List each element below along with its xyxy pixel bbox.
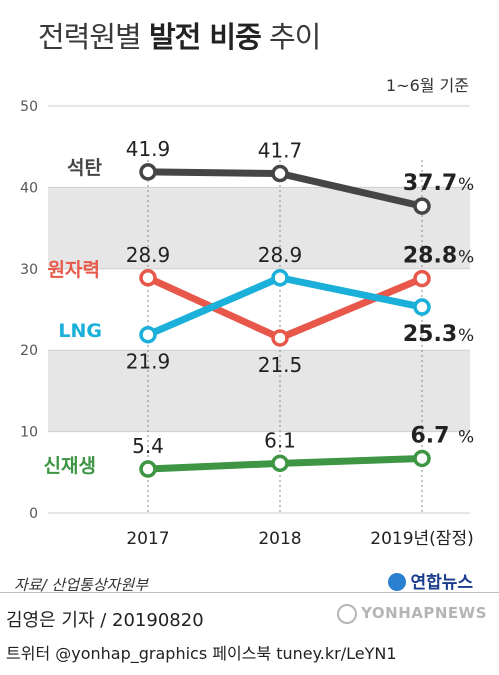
x-tick-label: 2017	[126, 529, 169, 549]
data-point	[139, 325, 157, 344]
watermark: YONHAPNEWS	[337, 604, 487, 624]
watermark-icon	[337, 604, 358, 624]
data-label: 21.5	[258, 353, 303, 377]
series-name-label: 원자력	[48, 259, 100, 281]
data-label: 37.7	[403, 171, 457, 196]
data-label-unit: %	[458, 326, 474, 346]
x-tick-label: 2018	[258, 529, 301, 549]
footer	[0, 592, 499, 675]
chart: 0 10 20 30 40 50 2017 2018 2019년(잠정) 41.9 41.7 37.7…	[20, 99, 474, 549]
data-label: 6.7	[411, 423, 450, 448]
chart-note: 1~6월 기준	[385, 76, 469, 95]
y-tick-label: 30	[20, 262, 38, 278]
data-label: 5.4	[132, 434, 164, 458]
data-label-unit: %	[458, 175, 474, 195]
data-point	[271, 454, 289, 473]
title-prefix: 전력원별	[38, 20, 142, 54]
y-tick-label: 50	[20, 99, 38, 115]
data-point	[139, 460, 157, 478]
series-name-label: 석탄	[67, 157, 102, 179]
social-line: 트위터 @yonhap_graphics 페이스북 tuney.kr/LeYN1	[6, 644, 397, 663]
source-text: 자료/ 산업통상자원부	[14, 576, 149, 594]
title-bold: 발전 비중	[148, 20, 262, 54]
watermark-text: YONHAPNEWS	[361, 604, 487, 622]
data-label: 28.8	[403, 244, 457, 269]
data-point	[413, 449, 431, 468]
band-10	[48, 350, 470, 432]
data-point	[139, 269, 157, 287]
series-line-1	[144, 274, 426, 342]
y-tick-label: 40	[20, 180, 38, 196]
data-point	[139, 163, 157, 181]
data-point	[413, 197, 431, 215]
data-point	[271, 164, 289, 183]
chart-title: 전력원별 발전 비중 추이	[38, 14, 321, 56]
series-line-2	[144, 274, 426, 339]
series-name-label: LNG	[58, 320, 102, 342]
brand-logo: 연합뉴스	[388, 568, 473, 593]
brand-text: 연합뉴스	[410, 573, 473, 593]
data-label: 41.7	[258, 139, 303, 163]
brand-icon	[388, 573, 407, 591]
data-point	[413, 298, 431, 316]
data-label: 41.9	[126, 137, 171, 161]
data-label: 25.3	[403, 322, 457, 347]
data-point	[271, 269, 289, 287]
data-label-unit: %	[458, 427, 474, 447]
series-name-label: 신재생	[44, 455, 96, 477]
data-label-unit: %	[458, 248, 474, 268]
data-point	[271, 329, 289, 347]
reporter-line: 김영은 기자 / 20190820	[6, 610, 204, 631]
data-point	[413, 269, 431, 288]
data-label: 21.9	[126, 350, 171, 374]
data-label: 6.1	[264, 428, 296, 452]
data-label: 28.9	[126, 243, 171, 267]
y-tick-label: 10	[20, 425, 38, 441]
y-tick-label: 20	[20, 343, 38, 359]
x-tick-label: 2019년(잠정)	[370, 529, 473, 549]
data-label: 28.9	[258, 243, 303, 267]
title-suffix: 추이	[269, 20, 321, 54]
y-tick-label: 0	[29, 506, 38, 522]
